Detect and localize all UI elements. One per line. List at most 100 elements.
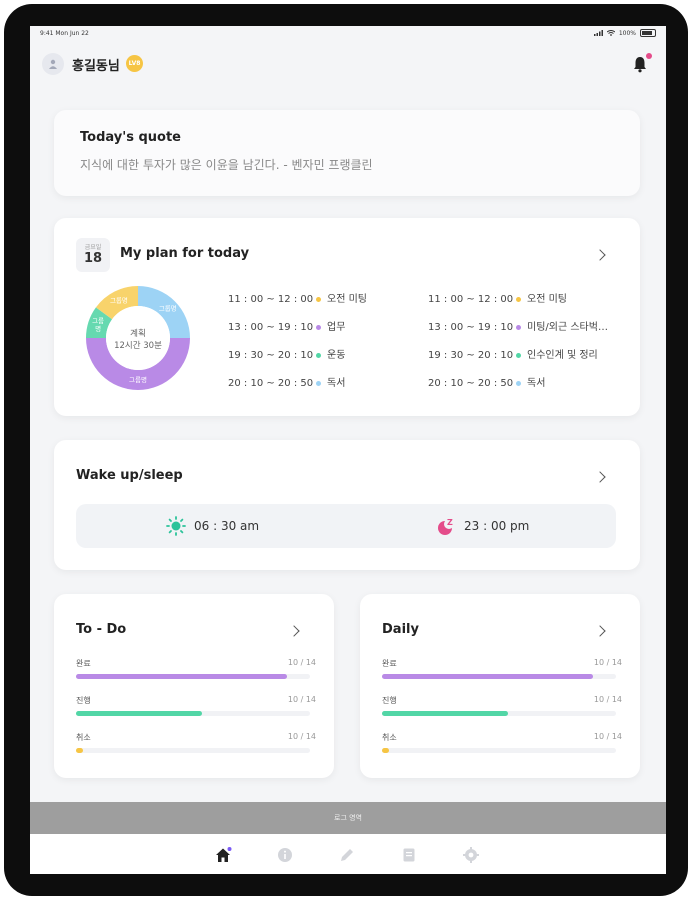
chevron-right-icon[interactable] [594,471,606,483]
chevron-right-icon[interactable] [594,625,606,637]
level-badge: LV8 [126,55,143,72]
progress-track [76,748,310,753]
todo-card[interactable]: To - Do 완료 10 / 14 진행 10 / 14 취소 10 / 14 [54,594,334,778]
schedule-label: 미팅/외근 스타벅… [527,322,608,333]
date-weekday: 금요일 [84,244,102,251]
info-icon[interactable] [276,846,294,864]
progress-fill [382,748,390,753]
wifi-icon [606,30,615,36]
schedule-dot [516,352,521,358]
pencil-icon[interactable] [338,846,356,864]
progress-count: 10 / 14 [593,695,622,704]
donut-segment [86,307,113,338]
sleep-time-item: Z 23 : 00 pm [436,516,529,536]
progress-label: 완료 [382,659,397,668]
plan-card[interactable]: 금요일 18 My plan for today 그룹명 그룹명 그룹 명 그룹명 계획 1… [54,218,640,416]
progress-fill [382,711,509,716]
schedule-dot [516,324,521,330]
donut-center-value: 12시간 30분 [114,340,162,351]
sun-icon [166,516,186,536]
date-day: 18 [83,251,103,266]
schedule-label: 오전 미팅 [527,294,567,305]
schedule-time: 11 : 00 ~ 12 : 00 [428,294,514,305]
donut-segment [138,286,190,338]
schedule-label: 독서 [527,378,546,389]
progress-label: 취소 [76,733,91,742]
avatar[interactable] [42,53,64,75]
schedule-row: 20 : 10 ~ 20 : 50 독서 [428,374,545,389]
wake-sleep-card[interactable]: Wake up/sleep 06 : 30 am [54,440,640,570]
progress-label: 진행 [382,696,397,705]
schedule-row: 19 : 30 ~ 20 : 10 운동 [228,346,345,361]
donut-segment-label: 그룹명 [159,303,177,312]
wake-title: Wake up/sleep [76,468,183,483]
schedule-time: 20 : 10 ~ 20 : 50 [228,378,314,389]
schedule-dot [316,352,321,358]
schedule-row: 11 : 00 ~ 12 : 00 오전 미팅 [428,290,567,305]
progress-track [382,674,616,679]
schedule-row: 20 : 10 ~ 20 : 50 독서 [228,374,345,389]
daily-title: Daily [382,622,419,637]
notification-dot [646,53,652,59]
donut-center [106,306,170,370]
donut-segment-label: 그룹명 [110,296,128,305]
sleep-time: 23 : 00 pm [464,519,530,533]
wake-sleep-row: 06 : 30 am Z 23 : 00 pm [76,504,616,548]
donut-center-title: 계획 [130,328,146,339]
plan-title: My plan for today [120,246,250,261]
user-icon [49,59,57,69]
schedule-row: 11 : 00 ~ 12 : 00 오전 미팅 [228,290,367,305]
gear-icon[interactable] [462,846,480,864]
sleep-moon-icon: Z [438,518,454,535]
bell-icon[interactable] [632,55,648,73]
username: 홍길동님 [72,59,120,74]
status-time: 9:41 Mon Jun 22 [40,30,89,37]
battery-icon [640,29,656,37]
progress-fill [382,674,593,679]
status-bar: 9:41 Mon Jun 22 100% [30,26,666,42]
quote-card: Today's quote 지식에 대한 투자가 많은 이윤을 남긴다. - 벤… [54,110,640,196]
quote-title: Today's quote [80,130,181,145]
schedule-time: 13 : 00 ~ 19 : 10 [428,322,514,333]
donut-segment [86,338,190,390]
schedule-time: 19 : 30 ~ 20 : 10 [228,350,314,361]
note-icon[interactable] [400,846,418,864]
chevron-right-icon[interactable] [594,249,606,261]
schedule-row: 19 : 30 ~ 20 : 10 인수인계 및 정리 [428,346,598,361]
donut-segment [95,286,138,320]
todo-title: To - Do [76,622,127,637]
quote-text: 지식에 대한 투자가 많은 이윤을 남긴다. - 벤자민 프랭클린 [80,158,373,172]
schedule-time: 19 : 30 ~ 20 : 10 [428,350,514,361]
app-header: 홍길동님 LV8 [30,46,666,82]
schedule-dot [316,296,321,302]
bottom-tab-bar [30,834,666,874]
progress-track [382,748,616,753]
status-right: 100% [593,29,656,37]
log-banner: 로그 영역 [30,802,666,834]
wake-time: 06 : 30 am [194,519,260,533]
donut-segment-label: 그룹 [92,317,104,325]
progress-count: 10 / 14 [593,658,622,667]
schedule-dot [316,324,321,330]
daily-card[interactable]: Daily 완료 10 / 14 진행 10 / 14 취소 10 / 14 [360,594,640,778]
progress-label: 완료 [76,659,91,668]
progress-track [76,711,310,716]
home-icon[interactable] [214,846,232,864]
chevron-right-icon[interactable] [288,625,300,637]
date-box: 금요일 18 [76,238,110,272]
progress-label: 취소 [382,733,397,742]
progress-count: 10 / 14 [287,732,316,741]
progress-fill [76,674,287,679]
schedule-label: 오전 미팅 [327,294,367,305]
progress-count: 10 / 14 [593,732,622,741]
schedule-label: 독서 [327,378,346,389]
wake-time-item: 06 : 30 am [166,516,259,536]
schedule-dot [516,296,521,302]
schedule-label: 인수인계 및 정리 [527,350,598,361]
progress-count: 10 / 14 [287,658,316,667]
schedule-row: 13 : 00 ~ 19 : 10 미팅/외근 스타벅… [428,318,608,333]
battery-percent: 100% [618,29,636,37]
schedule-dot [316,380,321,386]
schedule-row: 13 : 00 ~ 19 : 10 업무 [228,318,345,333]
